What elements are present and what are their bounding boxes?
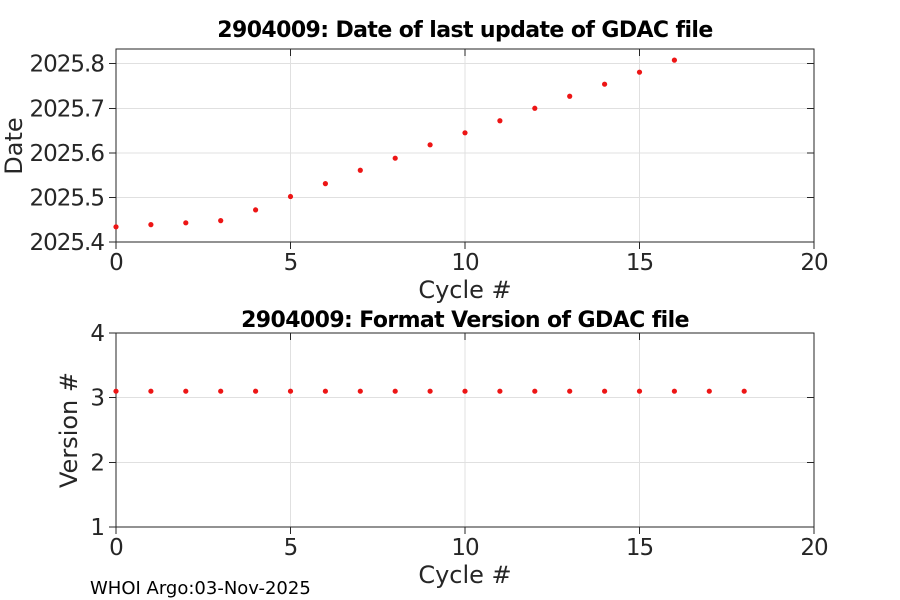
date-plot: 0 5 10 15 20 2025.42025.52025.62025.72025.8 … <box>0 18 829 304</box>
data-point-marker <box>462 130 468 136</box>
date-plot-y-axis-label: Date <box>0 117 28 174</box>
version-plot-y-axis-label: Version # <box>55 372 83 488</box>
x-tick-label: 5 <box>284 250 298 276</box>
data-point-marker <box>706 388 712 394</box>
data-point-marker <box>602 388 608 394</box>
version-plot-ticks <box>109 332 815 534</box>
axes-box <box>115 332 815 528</box>
data-point-marker <box>218 388 224 394</box>
data-point-marker <box>183 388 189 394</box>
y-tick-label: 2 <box>90 450 104 476</box>
y-tick-label: 2025.7 <box>30 96 104 122</box>
data-point-marker <box>357 167 363 173</box>
version-plot: 0 5 10 15 20 1 2 3 4 2904009: Format Version of… <box>55 308 829 589</box>
y-tick-label: 2025.8 <box>30 52 105 78</box>
data-point-marker <box>567 388 573 394</box>
x-tick-label: 0 <box>109 250 123 276</box>
version-plot-gridlines <box>116 333 814 527</box>
y-tick-label: 2025.4 <box>30 230 105 256</box>
version-plot-data-points <box>113 388 747 394</box>
date-plot-title: 2904009: Date of last update of GDAC fil… <box>217 18 712 43</box>
data-point-marker <box>532 388 538 394</box>
x-tick-label: 15 <box>626 250 653 276</box>
data-point-marker <box>148 222 154 228</box>
data-point-marker <box>392 388 398 394</box>
y-tick-label: 1 <box>90 515 104 541</box>
data-point-marker <box>218 218 224 224</box>
data-point-marker <box>636 69 643 75</box>
data-point-marker <box>148 388 154 394</box>
date-plot-ticks <box>109 49 815 249</box>
version-plot-title: 2904009: Format Version of GDAC file <box>241 308 689 333</box>
date-plot-y-tick-labels: 2025.4 2025.5 2025.6 2025.7 2025.8 <box>30 52 106 256</box>
date-plot-frame <box>115 48 815 243</box>
data-point-marker <box>427 142 433 148</box>
data-point-marker <box>357 388 363 394</box>
version-plot-y-tick-labels: 1 2 3 4 <box>90 321 105 541</box>
data-point-marker <box>532 105 538 111</box>
data-point-marker <box>741 388 747 394</box>
data-point-marker <box>253 388 259 394</box>
data-point-marker <box>253 207 259 213</box>
data-point-marker <box>427 388 433 394</box>
data-point-marker <box>183 220 189 226</box>
version-plot-x-tick-labels: 0 5 10 15 20 <box>109 535 829 561</box>
date-plot-x-axis-label: Cycle # <box>418 276 511 304</box>
x-tick-label: 0 <box>109 535 123 561</box>
data-point-marker <box>322 388 328 394</box>
footer-watermark: WHOI Argo:03-Nov-2025 <box>90 578 311 599</box>
x-tick-label: 15 <box>626 535 653 561</box>
y-tick-label: 4 <box>90 321 104 347</box>
date-plot-gridlines <box>116 49 814 242</box>
version-plot-frame <box>115 332 815 528</box>
x-tick-label: 10 <box>451 250 479 276</box>
date-plot-x-tick-labels: 0 5 10 15 20 <box>109 250 829 276</box>
data-point-marker <box>462 388 468 394</box>
y-tick-label: 2025.5 <box>30 185 104 211</box>
date-plot-data-points <box>113 57 678 230</box>
version-plot-x-axis-label: Cycle # <box>418 561 511 589</box>
data-point-marker <box>113 388 119 394</box>
data-point-marker <box>671 57 678 63</box>
data-point-marker <box>287 388 294 394</box>
x-tick-label: 5 <box>284 535 298 561</box>
data-point-marker <box>497 388 503 394</box>
data-point-marker <box>602 81 608 87</box>
x-tick-label: 10 <box>451 535 479 561</box>
data-point-marker <box>671 388 678 394</box>
y-tick-label: 2025.6 <box>30 141 105 167</box>
data-point-marker <box>287 193 294 200</box>
axes-box <box>115 48 815 243</box>
data-point-marker <box>113 224 119 230</box>
x-tick-label: 20 <box>800 535 828 561</box>
data-point-marker <box>322 181 328 187</box>
x-tick-label: 20 <box>800 250 828 276</box>
y-tick-label: 3 <box>90 386 104 412</box>
data-point-marker <box>636 388 643 394</box>
data-point-marker <box>392 155 398 161</box>
data-point-marker <box>567 93 573 99</box>
data-point-marker <box>497 118 503 124</box>
